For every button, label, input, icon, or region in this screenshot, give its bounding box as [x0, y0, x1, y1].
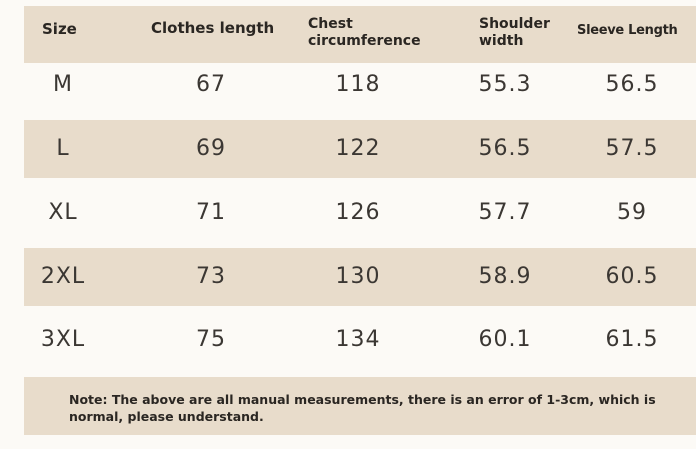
- table-cell-size: M: [53, 72, 73, 97]
- table-cell-shoulder: 57.7: [478, 200, 532, 225]
- table-cell-chest: 126: [335, 200, 381, 225]
- header-shoulder-width: Shoulder width: [479, 16, 550, 49]
- table-cell-shoulder: 60.1: [478, 327, 532, 352]
- table-cell-sleeve: 61.5: [605, 327, 659, 352]
- header-sleeve-length: Sleeve Length: [577, 23, 678, 38]
- table-row-band: [24, 248, 696, 306]
- measurement-note: Note: The above are all manual measureme…: [69, 392, 656, 424]
- table-cell-size: 2XL: [40, 264, 86, 289]
- table-header: [24, 6, 696, 63]
- table-cell-shoulder: 56.5: [478, 136, 532, 161]
- table-cell-sleeve: 56.5: [605, 72, 659, 97]
- table-cell-chest: 134: [335, 327, 381, 352]
- table-cell-length: 75: [196, 327, 226, 352]
- note-band: [24, 377, 696, 435]
- table-cell-sleeve: 60.5: [605, 264, 659, 289]
- table-cell-length: 73: [196, 264, 226, 289]
- header-clothes-length: Clothes length: [151, 19, 275, 37]
- table-cell-chest: 122: [335, 136, 381, 161]
- table-cell-length: 69: [196, 136, 226, 161]
- header-chest-circumference: Chest circumference: [308, 16, 421, 49]
- table-cell-size: 3XL: [40, 327, 86, 352]
- table-cell-chest: 130: [335, 264, 381, 289]
- header-size: Size: [42, 20, 77, 38]
- table-row-band: [24, 120, 696, 178]
- table-cell-shoulder: 58.9: [478, 264, 532, 289]
- table-cell-sleeve: 57.5: [605, 136, 659, 161]
- table-cell-sleeve: 59: [617, 200, 647, 225]
- table-cell-chest: 118: [335, 72, 381, 97]
- table-cell-length: 67: [196, 72, 226, 97]
- table-cell-size: L: [56, 136, 70, 161]
- table-cell-shoulder: 55.3: [478, 72, 532, 97]
- table-cell-length: 71: [196, 200, 226, 225]
- table-cell-size: XL: [48, 200, 78, 225]
